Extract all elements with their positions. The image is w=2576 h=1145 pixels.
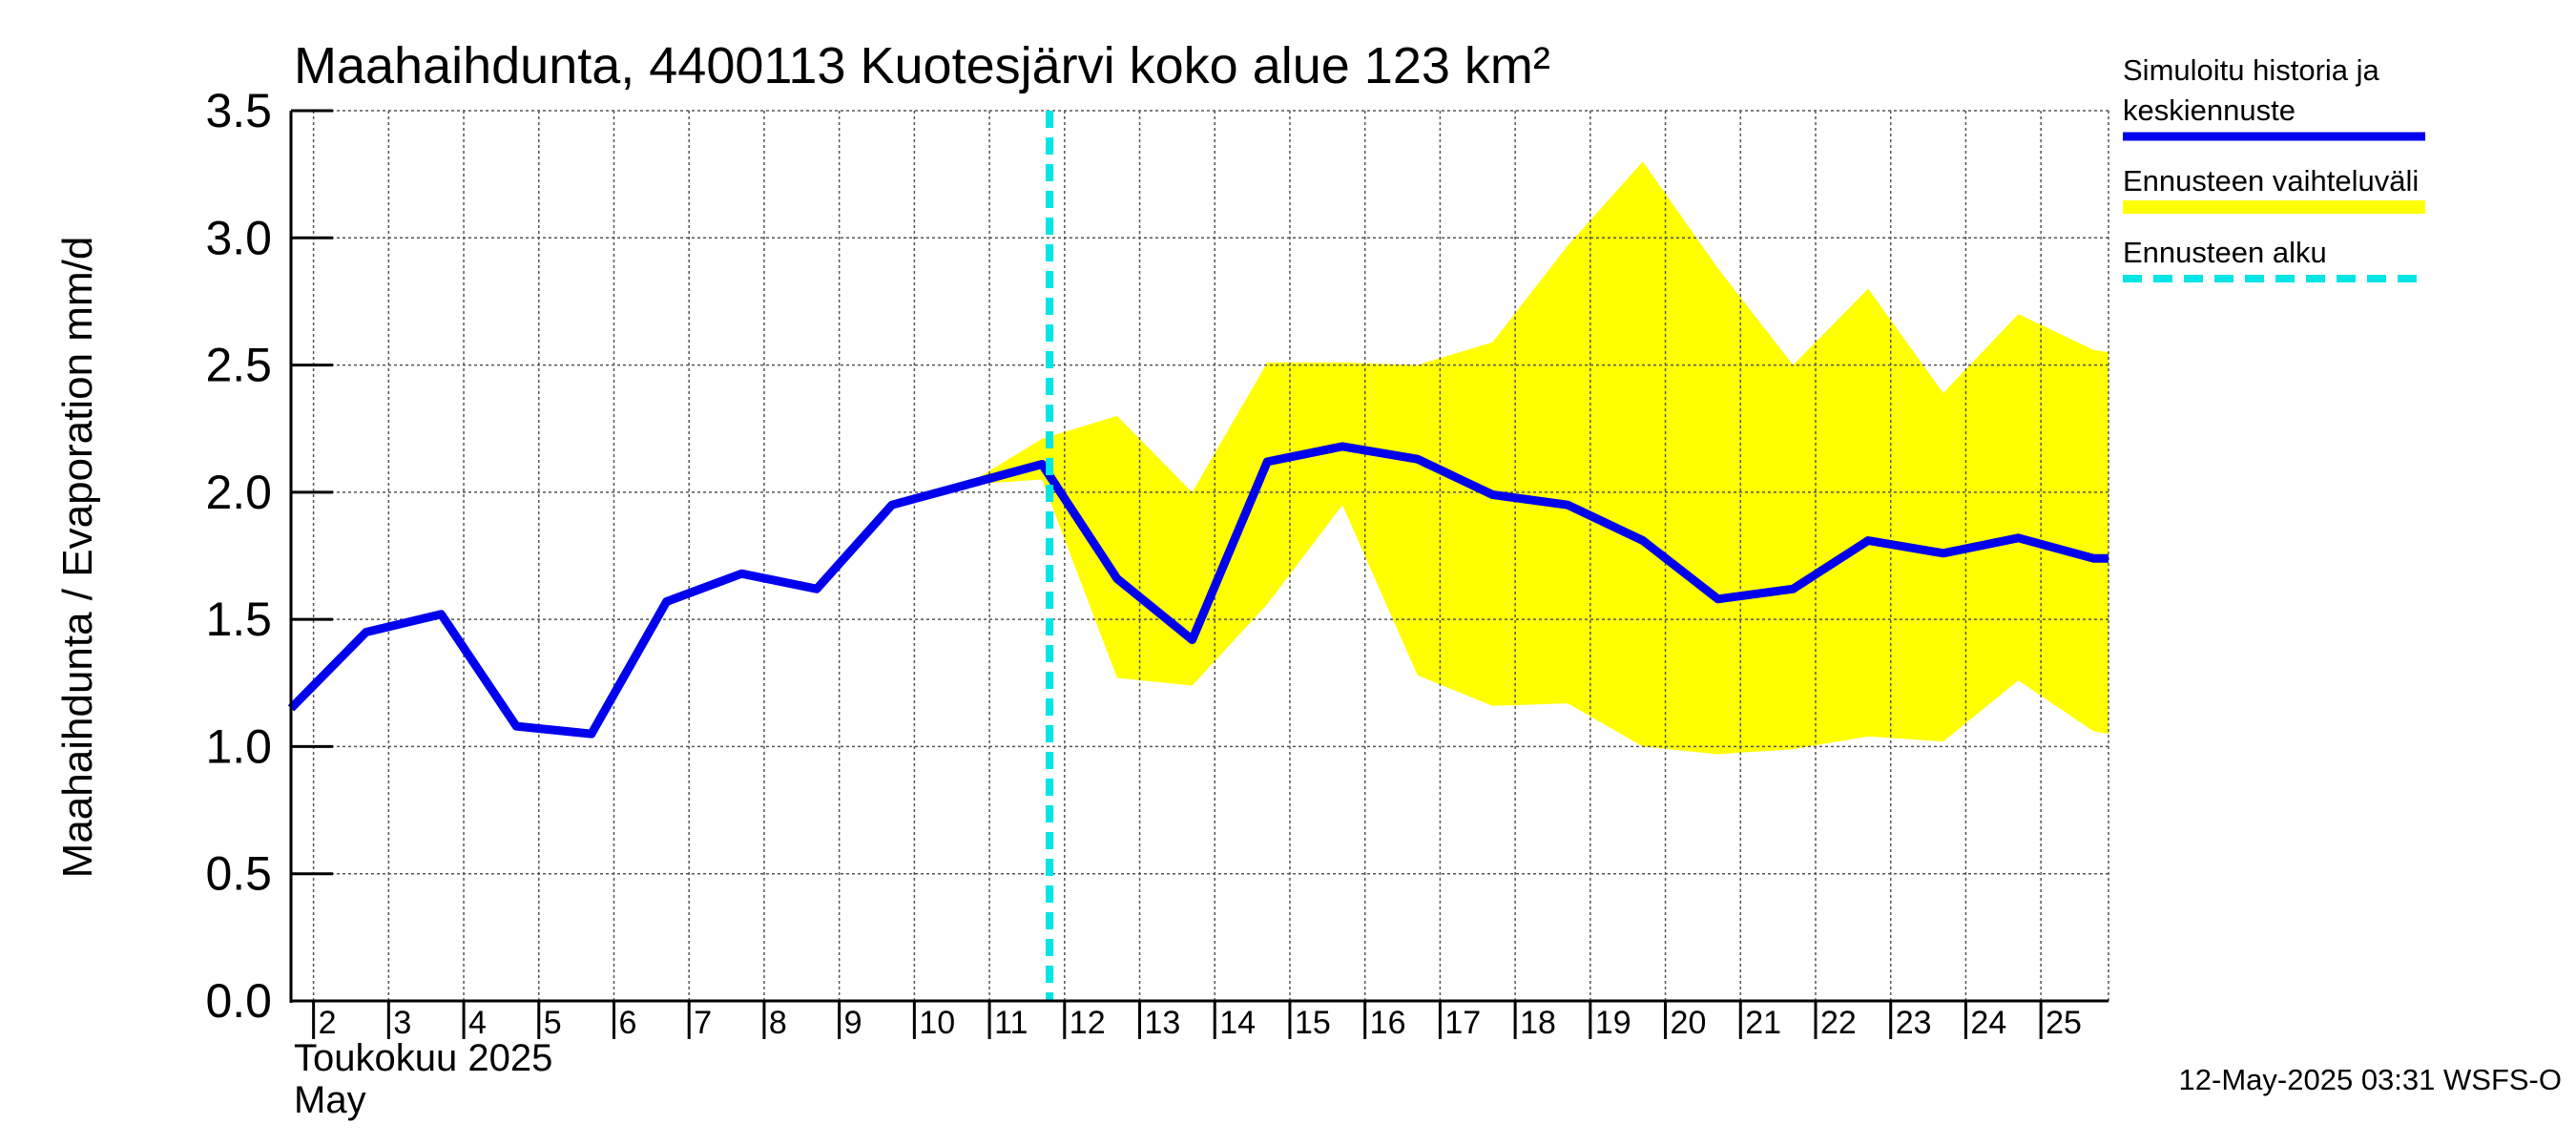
x-tick-label: 6 xyxy=(618,1005,636,1041)
mean-series-line xyxy=(287,442,2109,739)
y-tick-label: 0.5 xyxy=(205,847,272,901)
x-tick-label: 11 xyxy=(994,1005,1028,1041)
x-tick-label: 23 xyxy=(1896,1005,1932,1041)
x-tick-label: 22 xyxy=(1820,1005,1857,1041)
x-tick-label: 21 xyxy=(1745,1005,1781,1041)
x-tick-label: 12 xyxy=(1070,1005,1106,1041)
x-tick-label: 18 xyxy=(1520,1005,1556,1041)
x-tick-label: 4 xyxy=(468,1005,487,1041)
x-tick-label: 9 xyxy=(844,1005,862,1041)
x-tick-label: 5 xyxy=(544,1005,562,1041)
y-tick-label: 3.0 xyxy=(205,211,272,264)
y-tick-labels: 0.0 0.5 1.0 1.5 2.0 2.5 3.0 3.5 xyxy=(205,84,272,1028)
y-axis-label: Maahaihdunta / Evaporation mm/d xyxy=(54,237,101,879)
y-tick-label: 2.0 xyxy=(205,466,272,519)
legend-mean-label-line2: keskiennuste xyxy=(2123,94,2296,127)
x-tick-label: 19 xyxy=(1595,1005,1631,1041)
y-tick-label: 2.5 xyxy=(205,339,272,392)
legend: Simuloitu historia ja keskiennuste Ennus… xyxy=(2123,53,2425,282)
y-tick-label: 1.5 xyxy=(205,593,272,646)
mean-line-layer xyxy=(287,442,2109,739)
x-axis-label-month-en: May xyxy=(294,1079,366,1121)
x-tick-label: 15 xyxy=(1295,1005,1331,1041)
x-tick-label: 17 xyxy=(1444,1005,1481,1041)
x-tick-label: 25 xyxy=(2046,1005,2082,1041)
y-tick-label: 1.0 xyxy=(205,719,272,773)
x-tick-label: 2 xyxy=(319,1005,337,1041)
legend-forecast-start-label: Ennusteen alku xyxy=(2123,236,2327,269)
y-tick-label: 0.0 xyxy=(205,974,272,1028)
chart-title: Maahaihdunta, 4400113 Kuotesjärvi koko a… xyxy=(294,37,1550,94)
x-tick-label: 10 xyxy=(919,1005,955,1041)
x-tick-label: 20 xyxy=(1671,1005,1707,1041)
x-tick-label: 3 xyxy=(393,1005,411,1041)
timestamp: 12-May-2025 03:31 WSFS-O xyxy=(2179,1063,2562,1096)
x-tick-label: 24 xyxy=(1970,1005,2006,1041)
axis-layer xyxy=(289,109,2109,1039)
x-axis-label-month: Toukokuu 2025 xyxy=(294,1037,552,1079)
x-tick-label: 16 xyxy=(1370,1005,1406,1041)
legend-mean-label-line1: Simuloitu historia ja xyxy=(2123,53,2380,87)
forecast-range-layer xyxy=(966,161,2109,755)
plot-area xyxy=(287,109,2109,1039)
y-tick-label: 3.5 xyxy=(205,84,272,137)
forecast-range-band xyxy=(966,161,2109,755)
x-tick-label: 13 xyxy=(1145,1005,1181,1041)
x-tick-label: 14 xyxy=(1219,1005,1256,1041)
x-tick-label: 8 xyxy=(769,1005,787,1041)
x-tick-labels: 2 3 4 5 6 7 8 9 10 11 12 13 14 15 16 17 18 19 20 21 22 23 24 25 xyxy=(319,1005,2082,1041)
x-tick-label: 7 xyxy=(694,1005,712,1041)
legend-range-label: Ennusteen vaihteluväli xyxy=(2123,164,2419,198)
